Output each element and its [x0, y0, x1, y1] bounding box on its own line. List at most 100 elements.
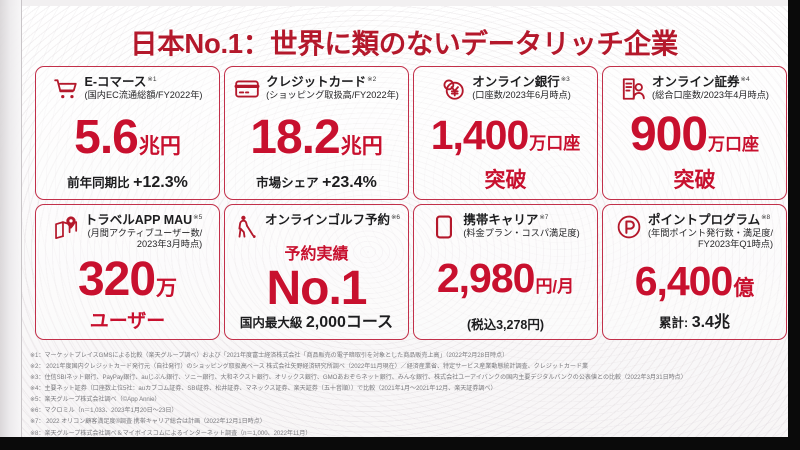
footnote-line: ※3：住信SBIネット銀行、PayPay銀行、auじぶん銀行、ソニー銀行、大和ネ… — [30, 374, 687, 382]
stat-card-unit: 万口座 — [529, 133, 581, 153]
stat-card-footer: ユーザー — [90, 312, 166, 333]
stat-card-unit: 兆円 — [340, 135, 383, 159]
stat-card-footer: (税込3,278円) — [466, 317, 545, 333]
stat-card-heading-text: クレジットカード※2 (ショッピング取扱高/FY2022年) — [266, 75, 399, 101]
stat-card-note-ref: ※4 — [740, 75, 750, 83]
stat-card-footer-value: +12.3% — [133, 174, 188, 192]
shopping-cart-icon — [53, 76, 79, 102]
stat-card-footer: 市場シェア +23.4% — [256, 174, 377, 193]
stat-card-value: No.1 — [266, 262, 367, 316]
account-document-icon — [620, 76, 646, 102]
stat-card-footer-value: 突破 — [673, 168, 716, 192]
map-pin-icon — [53, 214, 79, 240]
stat-card-title: オンラインゴルフ予約※6 — [264, 213, 401, 227]
stat-card-value-wrap: 18.2 兆円 — [232, 101, 401, 175]
slide-top-edge — [0, 0, 800, 6]
stat-card-footer-value: 3.4兆 — [691, 314, 730, 332]
stat-card-heading-text: トラベルAPP MAU※5 (月間アクティブユーザー数/ 2023年3月時点) — [85, 213, 202, 250]
stat-card-header: トラベルAPP MAU※5 (月間アクティブユーザー数/ 2023年3月時点) — [43, 213, 212, 250]
stat-card-title: クレジットカード※2 — [266, 75, 377, 89]
stat-card-heading-text: E-コマース※1 (国内EC流通総額/FY2022年) — [85, 75, 203, 101]
slide-bottom-edge — [0, 437, 800, 450]
stat-card-subtitle: (国内EC流通総額/FY2022年) — [84, 90, 203, 100]
stat-card-value-wrap: 5.6 兆円 — [43, 101, 212, 175]
stat-card-value-wrap: 320 万 — [43, 249, 212, 312]
point-p-icon — [616, 214, 642, 240]
stat-card-value-wrap: 6,400 億 — [610, 249, 779, 315]
stat-card-footer-value: 突破 — [484, 168, 527, 192]
stat-card-value: 900 — [629, 108, 708, 162]
stat-card-header: オンライン証券※4 (総合口座数/2023年4月時点) — [610, 75, 779, 102]
stat-card-header: オンラインゴルフ予約※6 — [232, 213, 401, 240]
stat-card-note-ref: ※6 — [390, 213, 401, 221]
stat-card-subtitle: (ショッピング取扱高/FY2022年) — [266, 90, 399, 100]
stat-card-title: ポイントプログラム※8 — [647, 213, 771, 227]
stat-card-value: 18.2 — [250, 111, 340, 165]
stat-card-subtitle: (総合口座数/2023年4月時点) — [652, 90, 769, 100]
stat-card-header: オンライン銀行※3 (口座数/2023年6月時点) — [421, 75, 590, 102]
stat-card: 携帯キャリア※7 (料金プラン・コスパ満足度) 2,980 円/月 (税込3,278円) — [413, 204, 598, 340]
credit-card-icon — [234, 76, 260, 102]
stat-card-footer: 突破 — [673, 168, 716, 193]
slide-content: 日本No.1：世界に類のないデータリッチ企業 E-コマース※1 (国内EC流通総額… — [22, 0, 788, 437]
stat-card-value-wrap: 900 万口座 — [610, 101, 779, 170]
stat-card-heading-text: ポイントプログラム※8 (年間ポイント発行数・満足度/ FY2023年Q1時点) — [648, 213, 773, 250]
stat-card-unit: 円/月 — [535, 277, 575, 297]
stat-card-footer-prefix: 前年同期比 — [67, 176, 130, 191]
stat-card-footer-prefix: 市場シェア — [256, 176, 319, 191]
stat-card-heading-text: オンラインゴルフ予約※6 — [265, 213, 400, 227]
footnote-line: ※5：楽天グループ株式会社調べ（©App Annie） — [30, 396, 161, 404]
page-title: 日本No.1：世界に類のないデータリッチ企業 — [130, 28, 678, 59]
stat-card-header: 携帯キャリア※7 (料金プラン・コスパ満足度) — [421, 213, 590, 240]
stat-card-footer-value: ユーザー — [89, 311, 166, 333]
footnotes-list: ※1：マーケットプレイスGMSによる比較（楽天グループ調べ）および「2021年度… — [30, 350, 784, 439]
stat-card: E-コマース※1 (国内EC流通総額/FY2022年) 5.6 兆円 前年同期比 +12… — [35, 66, 220, 200]
slide-right-edge — [788, 0, 800, 450]
stat-card-header: ポイントプログラム※8 (年間ポイント発行数・満足度/ FY2023年Q1時点) — [610, 213, 779, 250]
stat-card-footer-value: (税込3,278円) — [466, 317, 545, 332]
footnote-line: ※2： 2021年度国内クレジットカード発行元（自社発行）のショッピング取扱高ベ… — [30, 363, 589, 371]
stat-card-value-wrap: 1,400 万口座 — [421, 101, 590, 170]
stat-card-value-wrap: 2,980 円/月 — [421, 239, 590, 319]
stat-card: オンライン銀行※3 (口座数/2023年6月時点) 1,400 万口座 突破 — [413, 66, 598, 200]
stat-card: ポイントプログラム※8 (年間ポイント発行数・満足度/ FY2023年Q1時点) 6… — [602, 204, 787, 340]
stat-card-subtitle: (口座数/2023年6月時点) — [472, 90, 571, 100]
stat-card-note-ref: ※5 — [193, 213, 203, 221]
stat-card-subtitle: (月間アクティブユーザー数/ 2023年3月時点) — [87, 228, 203, 250]
smartphone-icon — [431, 214, 457, 240]
stat-card-unit: 万口座 — [708, 135, 760, 155]
stat-card-heading-text: オンライン証券※4 (総合口座数/2023年4月時点) — [652, 75, 769, 101]
stat-card-value-wrap: No.1 — [232, 263, 401, 315]
footnote-line: ※1：マーケットプレイスGMSによる比較（楽天グループ調べ）および「2021年度… — [30, 352, 509, 359]
stat-card-header: E-コマース※1 (国内EC流通総額/FY2022年) — [43, 75, 212, 102]
stat-card-header: クレジットカード※2 (ショッピング取扱高/FY2022年) — [232, 75, 401, 102]
stat-card-footer: 突破 — [484, 168, 527, 193]
stat-card-heading-text: オンライン銀行※3 (口座数/2023年6月時点) — [472, 75, 571, 101]
stat-card-title: オンライン銀行※3 — [472, 75, 570, 89]
stat-card-value: 6,400 — [634, 258, 734, 305]
stat-card: クレジットカード※2 (ショッピング取扱高/FY2022年) 18.2 兆円 市場シェア… — [224, 66, 409, 200]
stats-card-grid: E-コマース※1 (国内EC流通総額/FY2022年) 5.6 兆円 前年同期比 +12… — [35, 66, 787, 340]
stat-card-unit: 万 — [156, 277, 178, 301]
stat-card: トラベルAPP MAU※5 (月間アクティブユーザー数/ 2023年3月時点) 32… — [35, 204, 220, 340]
footnote-line: ※8：楽天グループ株式会社調べ＆マイボイスコムによるインターネット調査（n＝1,… — [30, 429, 312, 437]
stat-card-value: 1,400 — [430, 111, 530, 158]
stat-card-unit: 億 — [733, 277, 755, 301]
golf-player-icon — [233, 214, 259, 240]
stat-card-value: 2,980 — [436, 255, 536, 302]
stat-card-footer-prefix: 国内最大級 — [239, 316, 303, 331]
stat-card-heading-text: 携帯キャリア※7 (料金プラン・コスパ満足度) — [463, 213, 579, 239]
stat-card-footer-prefix: 累計: — [659, 316, 689, 331]
stat-card-footer-value: +23.4% — [322, 174, 377, 192]
stat-card-mid-label: 予約実績 — [284, 246, 349, 263]
stat-card-note-ref: ※2 — [367, 75, 377, 83]
stat-card-title: E-コマース※1 — [84, 75, 157, 89]
stat-card-subtitle: (料金プラン・コスパ満足度) — [463, 228, 580, 238]
stat-card-title: 携帯キャリア※7 — [463, 213, 549, 227]
stat-card-note-ref: ※1 — [147, 75, 157, 83]
stat-card-footer: 累計: 3.4兆 — [659, 314, 730, 333]
stat-card-note-ref: ※8 — [761, 213, 771, 221]
stat-card-subtitle: (年間ポイント発行数・満足度/ FY2023年Q1時点) — [647, 228, 774, 250]
stat-card-footer: 前年同期比 +12.3% — [67, 174, 188, 193]
stat-card-footer: 国内最大級 2,000コース — [239, 314, 393, 333]
